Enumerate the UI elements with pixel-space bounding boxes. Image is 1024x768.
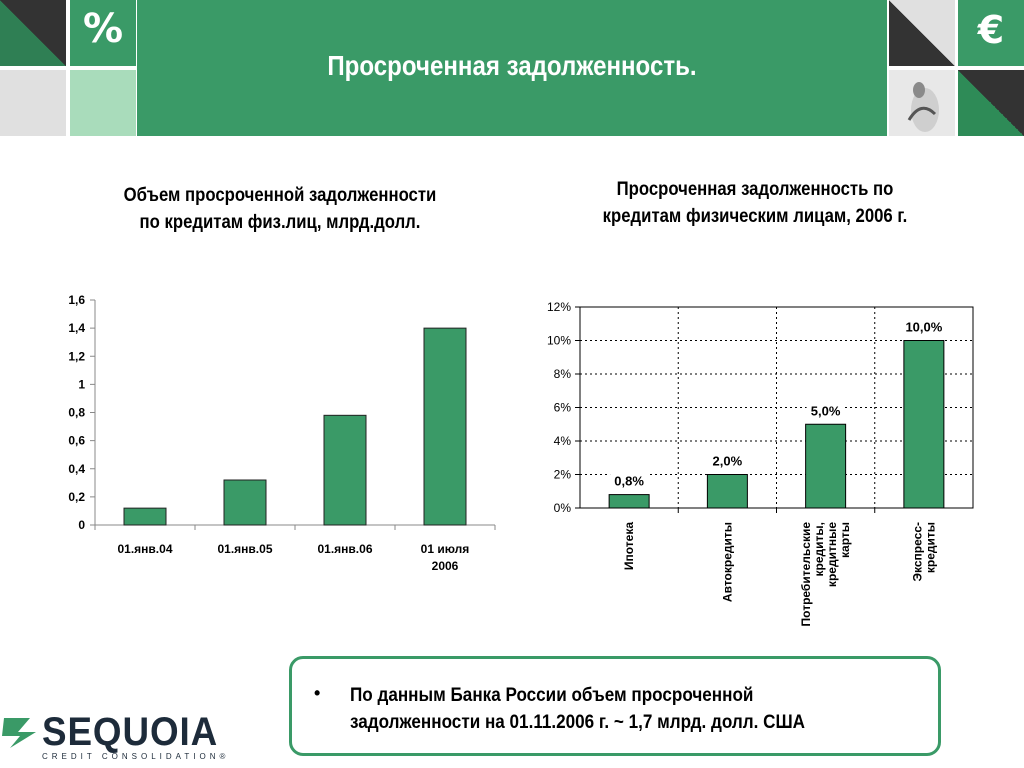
chart2-data-label-bg	[708, 452, 747, 470]
chart2-data-label: 0,8%	[614, 474, 644, 489]
euro-icon: €	[977, 8, 1005, 52]
chart2-data-label-bg	[610, 472, 649, 490]
header-tile-euro	[958, 0, 1024, 66]
chart2-x-tick-label: Автокредиты	[720, 522, 734, 602]
chart2-y-tick-label: 6%	[554, 401, 572, 415]
header-tile-percent	[70, 0, 136, 66]
chart2-data-label-bg	[900, 318, 947, 336]
logo-subtitle: CREDIT CONSOLIDATION®	[42, 752, 230, 761]
chart2-bar	[706, 474, 748, 509]
chart1-x-tick-label: 01.янв.04	[118, 542, 173, 556]
chart2-y-tick-label: 8%	[554, 367, 572, 381]
chart2-title: Просроченная задолженность по кредитам ф…	[602, 179, 908, 227]
chart1-x-tick-label: 01.янв.06	[318, 542, 373, 556]
chart1-y-tick-label: 1,6	[68, 293, 85, 307]
chart2-x-tick-label: Потребительскиекредиты,кредитныекарты	[799, 522, 852, 627]
percent-icon: %	[82, 6, 124, 52]
chart1-bar	[323, 414, 367, 526]
chart1-y-tick-label: 1,4	[68, 321, 85, 335]
chart1-y-tick-label: 1	[78, 377, 85, 391]
note-bullet: •	[314, 683, 321, 703]
note-box	[289, 656, 941, 756]
chart2-y-tick-label: 12%	[547, 300, 571, 314]
header-tile-photo	[889, 70, 955, 136]
chart2-bar	[805, 423, 847, 509]
title-band	[137, 0, 887, 136]
chart1-y-tick-label: 0,8	[68, 406, 85, 420]
chart2-bar	[608, 494, 650, 509]
chart1-x-tick-label: 01.янв.05	[218, 542, 273, 556]
chart2-data-label-bg	[806, 402, 845, 420]
chart1-bar	[423, 327, 467, 526]
logo-name: SEQUOIA	[42, 710, 219, 754]
chart2-y-tick-label: 2%	[554, 468, 572, 482]
chart2-x-tick-label: Ипотека	[622, 522, 636, 570]
header-tile-dark-diagonal-right	[889, 0, 955, 66]
chart1-title: Объем просроченной задолженности по кред…	[123, 185, 437, 233]
header-tile-pale-green	[70, 70, 136, 136]
chart1-y-tick-label: 1,2	[68, 349, 85, 363]
chart1-x-tick-label: 01 июля 2006	[421, 542, 470, 573]
page-title: Просроченная задолженность.	[327, 50, 697, 81]
header-tile-dark-diagonal	[0, 0, 66, 66]
chart2-y-tick-label: 10%	[547, 334, 571, 348]
chart1-y-tick-label: 0	[78, 518, 85, 532]
hand-photo-icon	[907, 82, 939, 132]
chart1-bar	[223, 479, 267, 526]
chart2-bar	[903, 340, 945, 509]
chart2-data-label: 5,0%	[811, 403, 841, 418]
header-tile-dark-right	[958, 70, 1024, 136]
chart2-y-tick-label: 4%	[554, 434, 572, 448]
chart1-y-tick-label: 0,4	[68, 462, 85, 476]
sequoia-logo-icon	[2, 718, 36, 748]
chart2-x-tick-label: Экспресс-кредиты	[910, 522, 937, 582]
chart1-y-tick-label: 0,6	[68, 434, 85, 448]
chart2-y-tick-label: 0%	[554, 501, 572, 515]
chart1-bar	[123, 507, 167, 526]
chart2-data-label: 2,0%	[713, 454, 743, 469]
note-text: По данным Банка России объем просроченно…	[350, 685, 805, 733]
chart2-data-label: 10,0%	[905, 320, 942, 335]
header-tile-light	[0, 70, 66, 136]
chart1-y-tick-label: 0,2	[68, 490, 85, 504]
